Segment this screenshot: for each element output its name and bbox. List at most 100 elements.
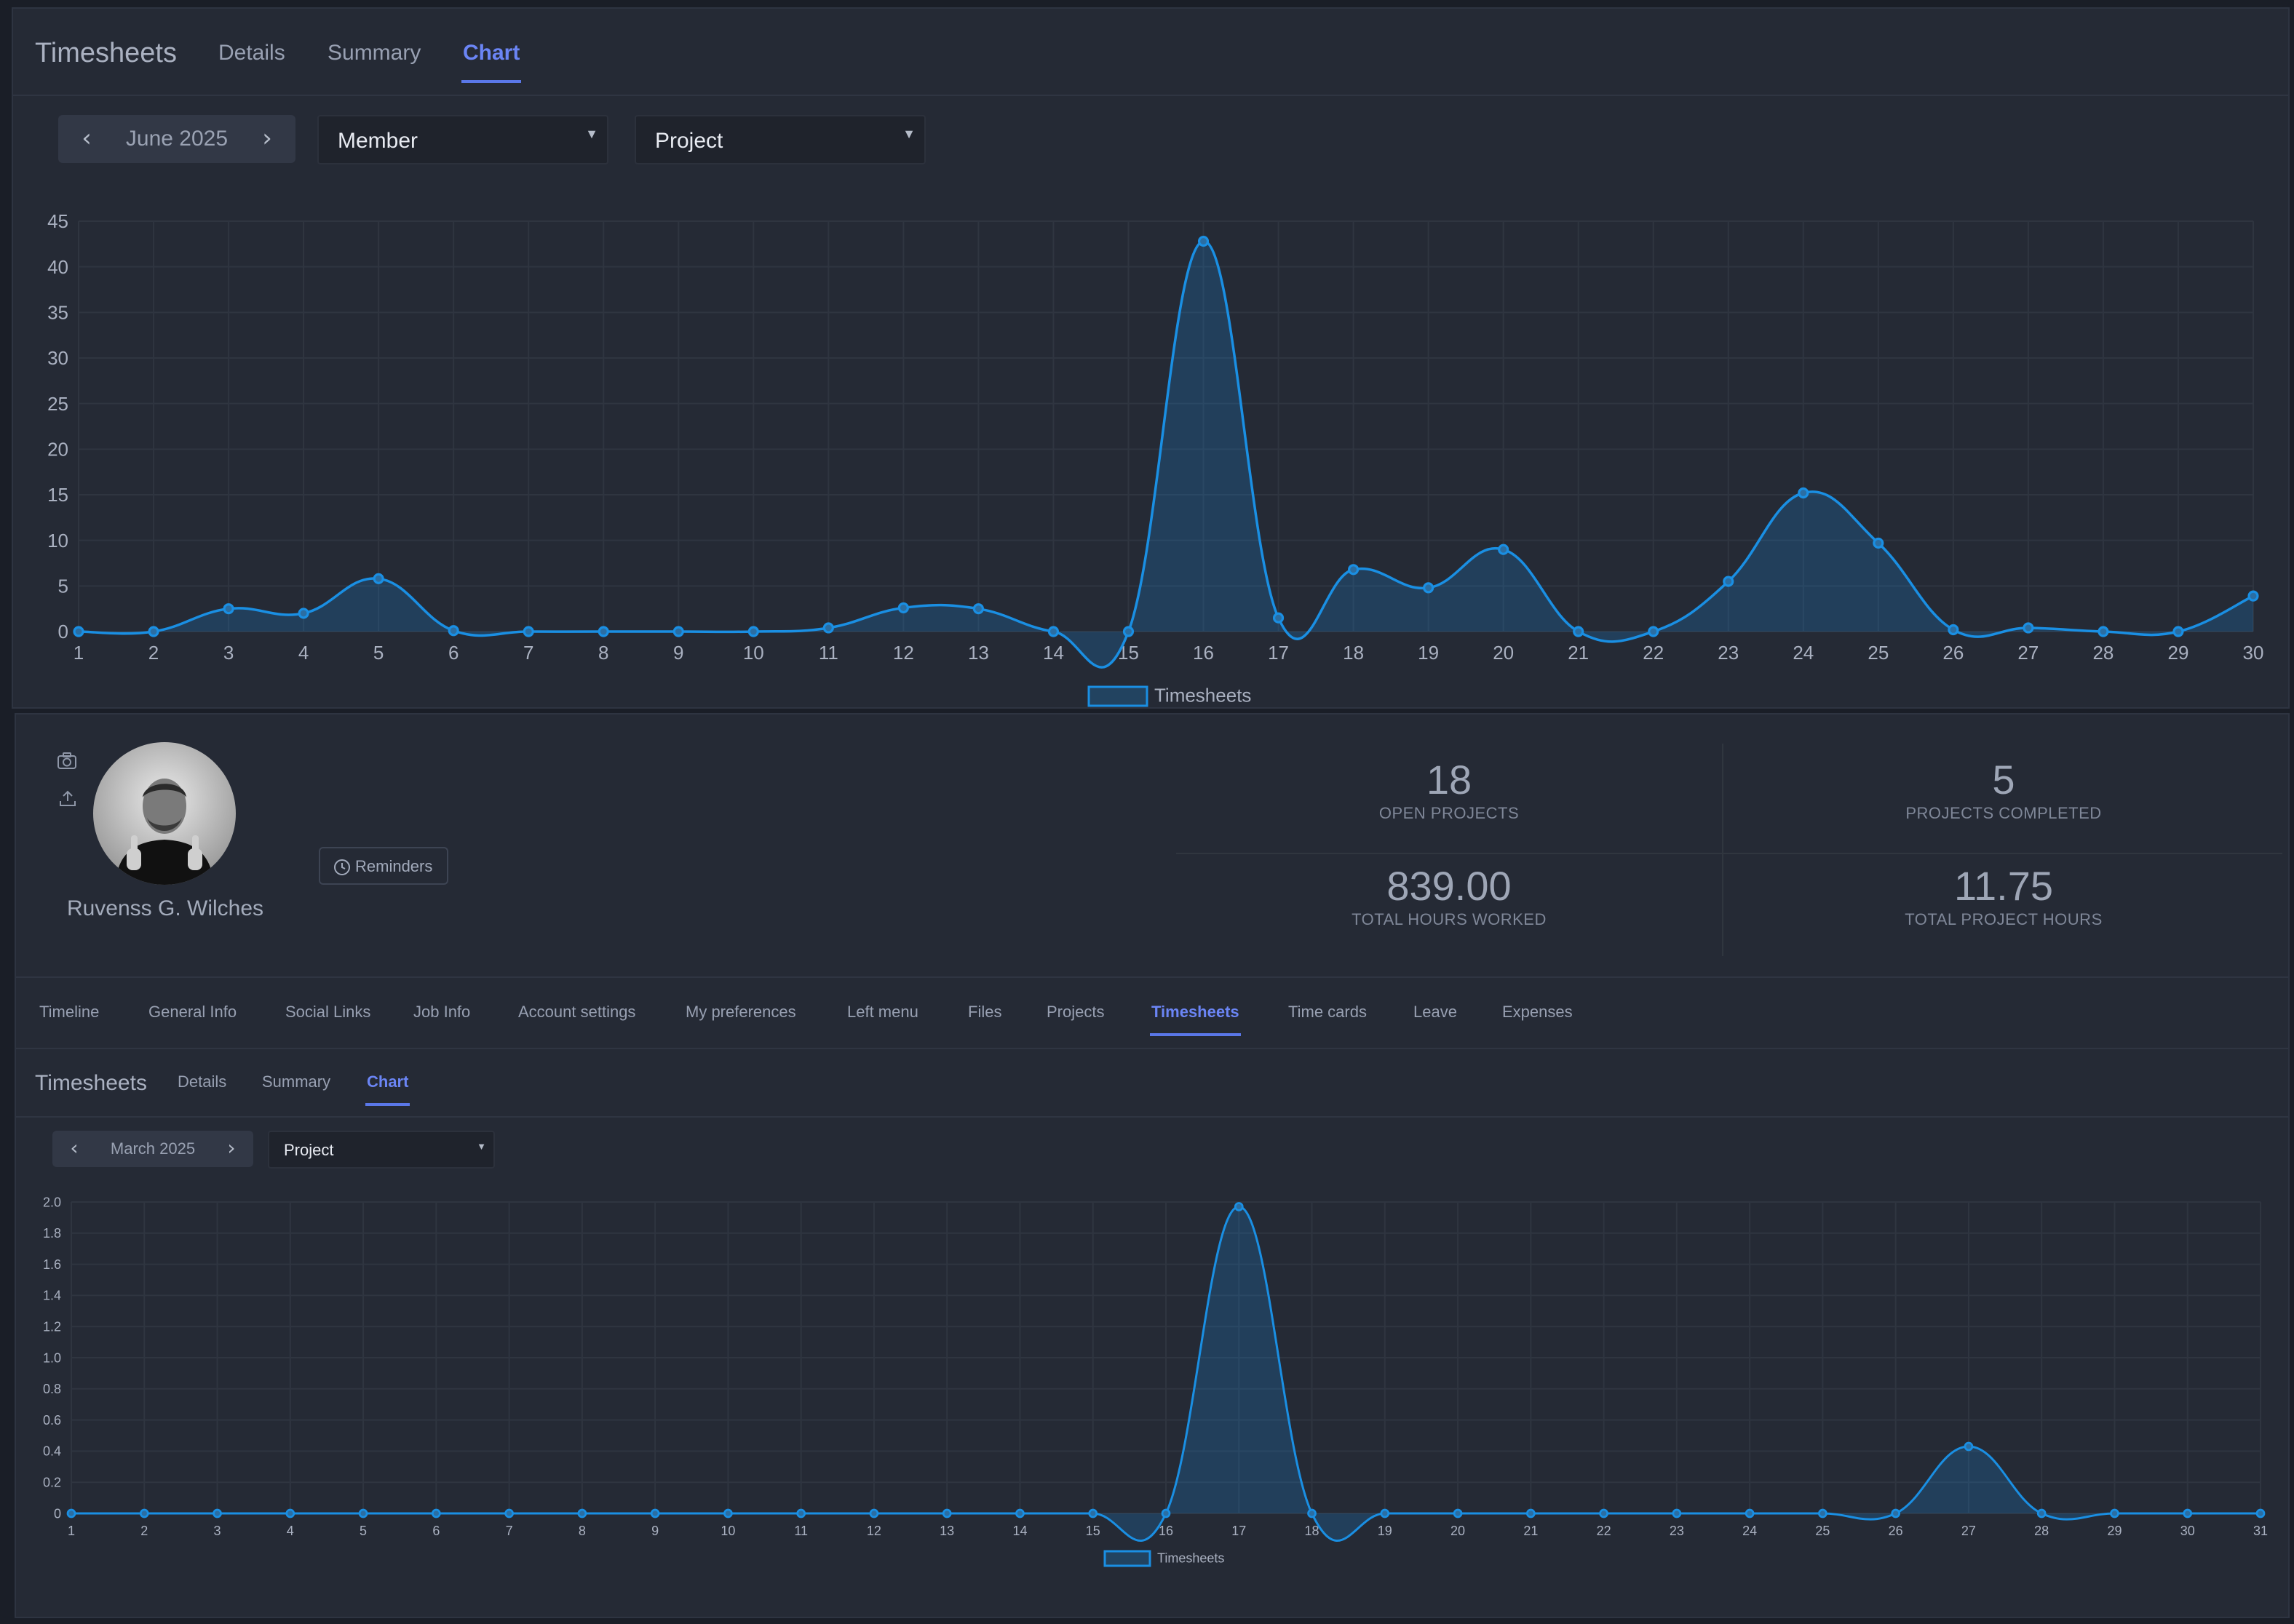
data-point[interactable] (1197, 235, 1210, 247)
data-point[interactable] (1234, 1202, 1244, 1211)
tab-summary[interactable]: Summary (328, 41, 421, 65)
data-point[interactable] (373, 573, 384, 584)
data-point[interactable] (1453, 1508, 1463, 1518)
tab-details[interactable]: Details (178, 1072, 227, 1091)
data-point[interactable] (523, 626, 534, 637)
data-point[interactable] (504, 1508, 514, 1518)
data-point[interactable] (1873, 537, 1884, 549)
data-point[interactable] (1015, 1508, 1025, 1518)
data-point[interactable] (822, 622, 834, 634)
data-point[interactable] (1745, 1508, 1755, 1518)
data-point[interactable] (66, 1508, 76, 1518)
tab-my-preferences[interactable]: My preferences (686, 1003, 796, 1021)
tab-chart[interactable]: Chart (461, 41, 522, 83)
data-point[interactable] (148, 626, 159, 637)
data-point[interactable] (1161, 1508, 1171, 1518)
project-select-value: Project (655, 129, 723, 153)
data-point[interactable] (1672, 1508, 1682, 1518)
data-point[interactable] (1573, 626, 1584, 637)
tab-general-info[interactable]: General Info (148, 1003, 237, 1021)
data-point[interactable] (285, 1508, 295, 1518)
tab-social-links[interactable]: Social Links (285, 1003, 371, 1021)
y-tick-label: 0 (54, 1506, 61, 1521)
data-point[interactable] (796, 1508, 806, 1518)
reminders-button[interactable]: Reminders (319, 847, 448, 885)
upload-icon[interactable] (58, 789, 77, 808)
data-point[interactable] (2247, 590, 2259, 602)
tab-job-info[interactable]: Job Info (413, 1003, 471, 1021)
data-point[interactable] (298, 608, 309, 619)
data-point[interactable] (1348, 564, 1360, 576)
data-point[interactable] (747, 626, 759, 637)
tab-expenses[interactable]: Expenses (1502, 1003, 1573, 1021)
tab-details[interactable]: Details (218, 41, 285, 65)
camera-icon[interactable] (57, 752, 77, 770)
data-point[interactable] (1307, 1508, 1317, 1518)
project-select[interactable]: Project ▼ (635, 115, 926, 164)
data-point[interactable] (972, 603, 984, 615)
data-point[interactable] (1648, 626, 1659, 637)
data-point[interactable] (1498, 544, 1509, 555)
tab-leave[interactable]: Leave (1413, 1003, 1457, 1021)
chevron-left-icon[interactable]: ‹ (82, 124, 92, 153)
data-point[interactable] (431, 1508, 441, 1518)
data-point[interactable] (1380, 1508, 1390, 1518)
data-point[interactable] (672, 626, 684, 637)
data-point[interactable] (2183, 1508, 2193, 1518)
legend-swatch[interactable] (1087, 685, 1148, 707)
data-point[interactable] (650, 1508, 660, 1518)
data-point[interactable] (1088, 1508, 1098, 1518)
data-point[interactable] (1891, 1508, 1901, 1518)
data-point[interactable] (139, 1508, 149, 1518)
data-point[interactable] (358, 1508, 368, 1518)
tab-chart[interactable]: Chart (365, 1072, 410, 1106)
legend-label[interactable]: Timesheets (1154, 684, 1251, 706)
data-point[interactable] (1599, 1508, 1608, 1518)
tab-projects[interactable]: Projects (1047, 1003, 1105, 1021)
tab-left-menu[interactable]: Left menu (847, 1003, 918, 1021)
data-point[interactable] (2255, 1508, 2266, 1518)
stat-open-projects: 18 OPEN PROJECTS (1176, 757, 1722, 824)
data-point[interactable] (2172, 626, 2184, 637)
data-point[interactable] (2036, 1508, 2047, 1518)
chevron-right-icon[interactable]: › (262, 124, 272, 153)
data-point[interactable] (1798, 487, 1809, 499)
data-point[interactable] (1525, 1508, 1536, 1518)
data-point[interactable] (1272, 612, 1285, 624)
tab-summary[interactable]: Summary (262, 1072, 331, 1091)
data-point[interactable] (2097, 626, 2109, 637)
legend-label[interactable]: Timesheets (1157, 1551, 1224, 1566)
data-point[interactable] (213, 1508, 222, 1518)
data-point[interactable] (2023, 622, 2034, 634)
data-point[interactable] (2110, 1508, 2119, 1518)
data-point[interactable] (1818, 1508, 1827, 1518)
data-point[interactable] (73, 626, 84, 637)
legend-swatch[interactable] (1103, 1550, 1151, 1567)
data-point[interactable] (1122, 626, 1135, 637)
tab-timesheets[interactable]: Timesheets (1150, 1003, 1241, 1036)
tab-account-settings[interactable]: Account settings (518, 1003, 636, 1021)
avatar-photo (93, 742, 236, 885)
data-point[interactable] (1964, 1441, 1974, 1452)
data-point[interactable] (1723, 576, 1734, 587)
y-tick-label: 1.8 (43, 1226, 61, 1241)
data-point[interactable] (723, 1508, 733, 1518)
data-point[interactable] (1047, 626, 1060, 637)
avatar[interactable] (93, 742, 236, 885)
chevron-right-icon[interactable]: › (227, 1136, 236, 1160)
chevron-left-icon[interactable]: ‹ (70, 1136, 79, 1160)
data-point[interactable] (223, 603, 234, 615)
tab-time-cards[interactable]: Time cards (1288, 1003, 1367, 1021)
data-point[interactable] (897, 602, 909, 613)
data-point[interactable] (1948, 624, 1959, 636)
data-point[interactable] (598, 626, 609, 637)
member-select[interactable]: Member ▼ (317, 115, 608, 164)
data-point[interactable] (448, 625, 459, 637)
data-point[interactable] (577, 1508, 587, 1518)
project-select[interactable]: Project ▼ (268, 1131, 495, 1169)
tab-files[interactable]: Files (968, 1003, 1002, 1021)
data-point[interactable] (942, 1508, 952, 1518)
data-point[interactable] (869, 1508, 879, 1518)
data-point[interactable] (1423, 582, 1434, 594)
tab-timeline[interactable]: Timeline (39, 1003, 100, 1021)
